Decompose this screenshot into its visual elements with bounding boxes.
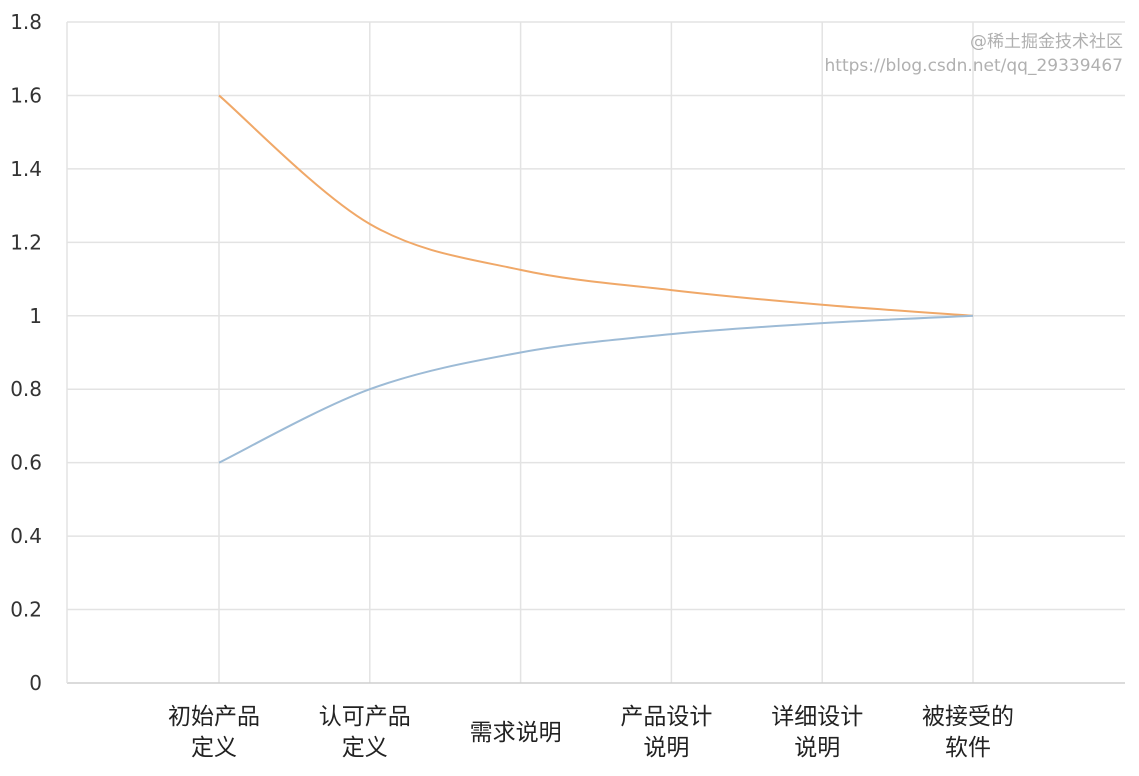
watermark-site: @稀土掘金技术社区 xyxy=(970,32,1123,52)
x-category-label: 被接受的 xyxy=(922,704,1014,730)
x-category-label: 定义 xyxy=(191,735,237,761)
y-tick-label: 1.2 xyxy=(10,230,42,254)
series-line-1 xyxy=(218,314,974,464)
y-tick-label: 1 xyxy=(29,304,42,328)
x-category-label: 定义 xyxy=(342,735,388,761)
y-tick-label: 1.4 xyxy=(10,157,42,181)
x-category-label: 详细设计 xyxy=(771,704,863,730)
x-category-label: 说明 xyxy=(794,735,840,761)
x-category-label: 认可产品 xyxy=(319,704,411,730)
y-tick-label: 0.8 xyxy=(10,377,42,401)
y-tick-label: 0 xyxy=(29,671,42,695)
x-category-label: 软件 xyxy=(945,735,991,761)
y-tick-label: 0.2 xyxy=(10,598,42,622)
x-category-label: 需求说明 xyxy=(470,720,562,746)
watermark-url: https://blog.csdn.net/qq_29339467 xyxy=(824,56,1123,76)
y-tick-label: 0.6 xyxy=(10,451,42,475)
x-category-label: 产品设计 xyxy=(620,704,712,730)
series-line-0 xyxy=(218,94,974,317)
y-tick-label: 1.8 xyxy=(10,10,42,34)
y-tick-label: 1.6 xyxy=(10,83,42,107)
x-category-label: 初始产品 xyxy=(168,704,260,730)
x-category-label: 说明 xyxy=(643,735,689,761)
y-tick-label: 0.4 xyxy=(10,524,42,548)
